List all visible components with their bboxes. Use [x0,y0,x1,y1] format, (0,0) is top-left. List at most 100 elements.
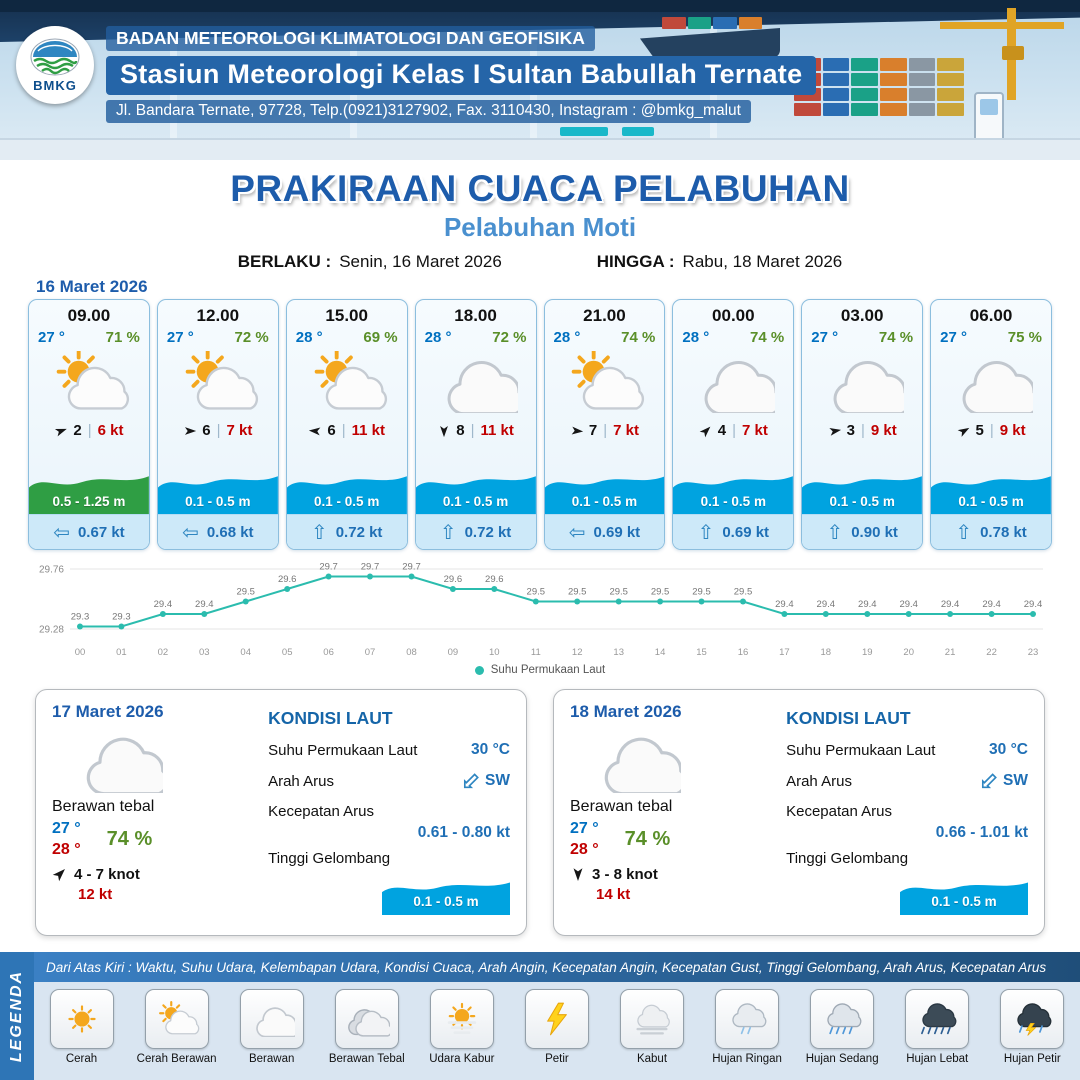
wave-height-value: 0.5 - 1.25 m [52,494,126,509]
svg-text:21: 21 [945,647,956,658]
current-row: ⇦ 0.68 kt [157,514,278,549]
crane-illustration [1002,46,1024,60]
wave-height-label: Tinggi Gelombang [786,850,909,867]
svg-text:29.5: 29.5 [527,587,546,598]
svg-text:29.76: 29.76 [39,565,64,576]
wind-direction-icon [954,421,973,440]
station-address: Jl. Bandara Ternate, 97728, Telp.(0921)3… [106,100,751,123]
card-time: 03.00 [840,306,884,325]
daily-card-18 Maret 2026: 18 Maret 2026 Berawan tebal 27 ° 28 ° 74 % 3 … [553,689,1045,936]
container-block [851,88,878,101]
card-time: 21.00 [583,306,626,325]
port-name: Pelabuhan Moti [443,212,637,242]
sun-icon [49,989,114,1049]
sst-label: Suhu Permukaan Laut [268,741,418,759]
legend-item-cloud: Berawan [226,989,318,1066]
cloud-icon [931,346,1051,418]
card-wind: 6 | 7 kt [158,418,278,443]
svg-text:29.7: 29.7 [361,562,380,573]
divider: | [470,422,475,439]
legend-item-label: Hujan Lebat [906,1053,969,1065]
forecast-card-06.00: 06.00 27 ° 75 % 5 | 9 kt 0.1 - 0.5 m ⇧ 0.78 kt [930,299,1052,550]
wave-height-value: 0.1 - 0.5 m [571,494,638,509]
container-block [908,73,936,86]
forecast-date: 16 Maret 2026 [36,277,148,296]
sun-cloud-icon [144,989,209,1049]
divider: | [732,422,736,439]
current-direction-value: SW [1003,772,1028,789]
wave-height-band: 0.1 - 0.5 m [802,463,923,514]
svg-text:11: 11 [531,647,541,658]
wind-direction-icon [570,866,586,882]
card-humidity: 72 % [234,329,269,346]
card-humidity: 72 % [492,329,527,346]
card-temperature: 27 ° [811,329,839,346]
divider: | [216,422,221,439]
legend-dot-icon [474,665,484,675]
svg-text:13: 13 [613,647,624,658]
wind-direction-icon [827,422,843,438]
current-speed: 0.78 kt [980,523,1027,541]
container-block [908,58,936,71]
current-direction-row: Arah Arus ⇧ SW [786,764,1028,798]
gust-speed: 9 kt [999,422,1026,439]
svg-text:29.6: 29.6 [444,574,463,585]
wind-direction-icon [308,423,323,438]
legend-item-lightning: Petir [511,989,603,1066]
current-speed: 0.67 kt [77,523,125,541]
daily-condition: Berawan tebal [52,798,155,815]
current-direction-icon: ⇧ [697,520,715,544]
daily-gust: 12 kt [78,885,113,903]
daily-summary-row: 17 Maret 2026 Berawan tebal 27 ° 28 ° 74 % 4 … [35,689,1045,936]
gust-speed: 11 kt [480,422,514,439]
divider: | [989,422,994,439]
divider: | [341,422,346,439]
hourly-forecast-row: 09.00 27 ° 71 % 2 | 6 kt 0.5 - 1.25 m ⇦ 0.67 kt 1… [28,299,1052,550]
container-stack-illustration [794,58,964,116]
sun-cloud-icon [29,346,149,418]
daily-date: 17 Maret 2026 [52,702,164,721]
card-temperature: 28 ° [295,329,323,346]
sun-cloud-icon [287,346,407,418]
hingga-value: Rabu, 18 Maret 2026 [682,252,843,271]
sst-chart-svg: 29.76 29.28 29.3 00 29.3 01 29.4 02 29.4 03 29.5 04… [39,562,1043,658]
wind-direction-icon [437,424,451,438]
svg-text:20: 20 [903,647,914,658]
forecast-card-21.00: 21.00 28 ° 74 % 7 | 7 kt 0.1 - 0.5 m ⇦ 0.69 kt [543,299,666,550]
sea-conditions-title: KONDISI LAUT [786,708,911,728]
bmkg-logo-text: BMKG [33,78,77,93]
sun-cloud-icon [158,346,278,418]
svg-text:23: 23 [1028,647,1039,658]
ship-containers-illustration [662,17,762,29]
card-temperature: 28 ° [424,329,452,346]
wave-height-band: 0.1 - 0.5 m [415,463,536,514]
legend-item-label: Petir [545,1053,569,1065]
card-temperature: 28 ° [553,329,581,346]
svg-text:02: 02 [158,647,169,658]
validity-period: BERLAKU : Senin, 16 Maret 2026 HINGGA : … [0,252,1080,272]
card-humidity: 74 % [750,329,785,346]
current-direction-label: Arah Arus [786,772,852,790]
card-wind: 7 | 7 kt [545,418,665,443]
rain-heavy-icon [905,989,970,1049]
card-time: 06.00 [969,306,1013,325]
card-wind: 6 | 11 kt [287,418,407,443]
svg-text:18: 18 [821,647,832,658]
card-temperature: 27 ° [38,329,65,346]
wave-height-row: Tinggi Gelombang 0.1 - 0.5 m [268,850,510,915]
daily-temp-min: 27 ° [570,820,599,837]
legend-item-thunderstorm: Hujan Petir [986,989,1078,1066]
cloud-icon [52,722,182,798]
sea-conditions-title: KONDISI LAUT [268,708,393,728]
current-speed: 0.72 kt [464,523,512,541]
svg-text:07: 07 [365,647,376,658]
cloud-thick-icon [334,989,399,1049]
svg-text:09: 09 [448,647,459,658]
wave-height-band: 0.1 - 0.5 m [382,871,510,915]
wind-speed: 5 [975,422,984,439]
wind-speed: 2 [73,422,82,439]
legend-item-label: Hujan Sedang [805,1053,879,1065]
wind-direction-icon [183,424,197,438]
divider: | [860,422,865,439]
current-speed-label: Kecepatan Arus [786,803,893,820]
